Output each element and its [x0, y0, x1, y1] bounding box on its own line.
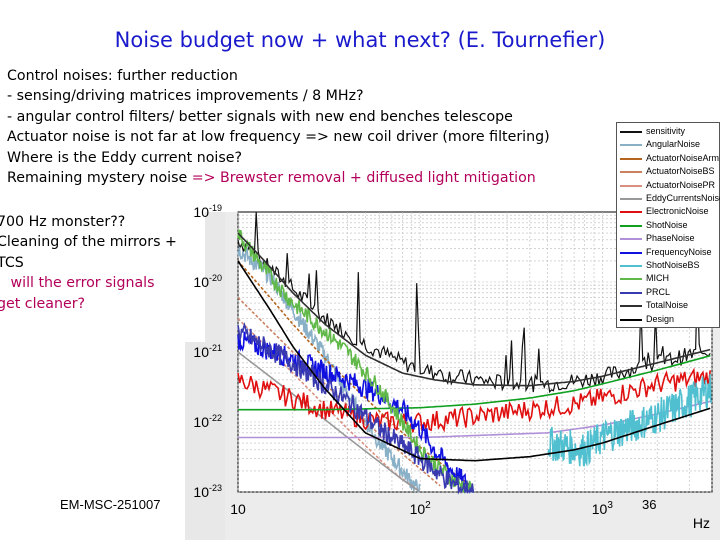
y-tick-label: 10-23 — [193, 483, 222, 500]
legend-label: ShotNoiseBS — [646, 260, 700, 270]
legend-label: ActuatorNoisePR — [646, 179, 716, 190]
legend-item: PRCL — [620, 286, 720, 298]
legend-swatch — [620, 224, 642, 227]
legend-item: ShotNoise — [620, 219, 720, 231]
side-note-line: will the error signals — [0, 275, 155, 292]
series-line-Design — [237, 260, 711, 462]
y-tick-label: 10-21 — [193, 343, 222, 360]
bullet-line: Control noises: further reduction — [7, 68, 238, 84]
legend-item: TotalNoise — [620, 300, 720, 311]
plot-frame-panel — [185, 342, 225, 540]
bullet-text: Remaining mystery noise — [7, 170, 192, 187]
series-line-TotalNoise — [237, 232, 711, 387]
legend-item: MICH — [620, 273, 720, 284]
legend-label: TotalNoise — [646, 300, 689, 311]
series-line-ShotNoise — [238, 354, 711, 411]
legend-swatch — [620, 131, 642, 133]
series-line-PRCL — [237, 322, 475, 495]
bullet-line: Actuator noise is not far at low frequen… — [7, 129, 550, 146]
legend-swatch — [620, 305, 642, 308]
y-tick-label: 10-22 — [193, 413, 222, 430]
legend-item: sensitivity — [620, 126, 720, 137]
legend-item: AngularNoise — [620, 139, 720, 150]
legend-swatch — [620, 265, 642, 267]
legend-swatch — [620, 278, 642, 281]
legend-swatch — [620, 144, 642, 147]
legend-label: sensitivity — [646, 126, 686, 136]
bullet-line: - angular control filters/ better signal… — [7, 108, 513, 125]
plot-frame-panel — [205, 212, 225, 342]
legend-label: ShotNoise — [646, 219, 688, 230]
y-tick-label: 10-20 — [193, 273, 222, 290]
side-note-line: get cleaner? — [0, 295, 86, 312]
legend-swatch — [620, 238, 642, 241]
legend-label: ActuatorNoiseArm — [646, 152, 720, 163]
legend-label: ElectronicNoise — [646, 206, 709, 217]
legend-swatch — [620, 211, 642, 214]
legend-item: FrequencyNoise — [620, 246, 720, 258]
legend-label: EddyCurrentsNoise — [646, 193, 720, 203]
legend-item: Design — [620, 313, 720, 325]
bullet-line: - sensing/driving matrices improvements … — [7, 88, 364, 105]
legend-label: PRCL — [646, 286, 671, 297]
bullet-line: Where is the Eddy current noise? — [7, 149, 242, 166]
legend-item: ActuatorNoisePR — [620, 179, 720, 191]
legend-item: ElectronicNoise — [620, 206, 720, 217]
legend-swatch — [620, 171, 642, 174]
y-tick-label: 10-19 — [193, 203, 222, 220]
legend-swatch — [620, 198, 642, 200]
legend-item: PhaseNoise — [620, 233, 720, 244]
legend-label: ActuatorNoiseBS — [646, 166, 715, 177]
series-line-FrequencyNoise — [237, 331, 475, 493]
legend-label: PhaseNoise — [646, 233, 695, 244]
legend-label: MICH — [646, 273, 669, 284]
series-line-EddyCurrentsNoise — [237, 351, 421, 493]
chart-legend: sensitivity AngularNoise ActuatorNoiseArm A… — [616, 122, 720, 328]
series-line-ElectronicNoise — [237, 367, 711, 434]
side-note-line: 700 Hz monster?? — [0, 214, 126, 230]
footer-doc-id: EM-MSC-251007 — [60, 497, 161, 512]
legend-swatch — [620, 318, 642, 321]
legend-item: EddyCurrentsNoise — [620, 193, 720, 204]
legend-label: FrequencyNoise — [646, 246, 712, 257]
legend-label: Design — [646, 313, 675, 324]
side-note-line: Cleaning of the mirrors + — [0, 234, 177, 251]
x-tick-label: 102 — [410, 500, 432, 517]
bullet-highlight-text: => Brewster removal + diffused light mit… — [191, 170, 536, 187]
side-note: 700 Hz monster?? Cleaning of the mirrors… — [0, 212, 197, 314]
x-axis-label: Hz — [693, 515, 710, 531]
x-tick-label: 10 — [230, 501, 246, 517]
legend-swatch — [620, 291, 642, 294]
bullet-list: Control noises: further reduction - sens… — [7, 66, 607, 188]
series-line-ShotNoiseBS — [547, 374, 713, 467]
legend-item: ShotNoiseBS — [620, 260, 720, 271]
legend-swatch — [620, 184, 642, 187]
page-number: 36 — [642, 497, 657, 512]
legend-item: ActuatorNoiseBS — [620, 166, 720, 177]
legend-swatch — [620, 251, 642, 254]
side-note-line: TCS — [0, 254, 24, 271]
legend-swatch — [620, 157, 642, 160]
bullet-line-highlight: Remaining mystery noise => Brewster remo… — [7, 168, 607, 188]
series-line-MICH — [237, 229, 475, 494]
slide-title: Noise budget now + what next? (E. Tourne… — [114, 28, 606, 52]
legend-item: ActuatorNoiseArm — [620, 152, 720, 164]
x-tick-label: 103 — [592, 500, 614, 517]
legend-label: AngularNoise — [646, 139, 701, 150]
